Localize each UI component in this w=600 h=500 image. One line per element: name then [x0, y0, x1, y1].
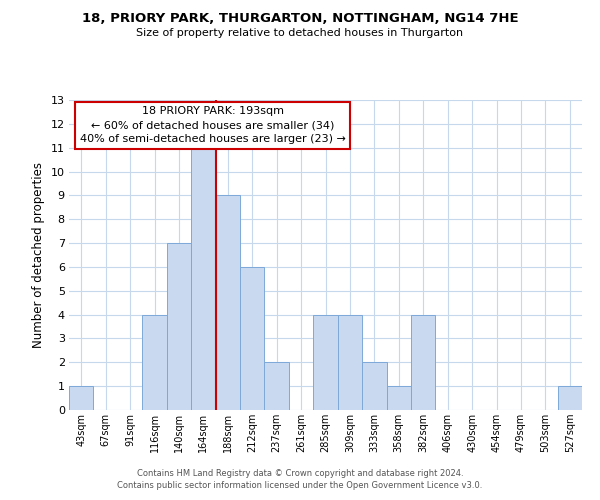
- Bar: [338, 314, 362, 410]
- Bar: [557, 386, 582, 410]
- Bar: [265, 362, 289, 410]
- Text: Contains public sector information licensed under the Open Government Licence v3: Contains public sector information licen…: [118, 481, 482, 490]
- Text: Size of property relative to detached houses in Thurgarton: Size of property relative to detached ho…: [136, 28, 464, 38]
- Bar: [191, 148, 215, 410]
- Text: 18, PRIORY PARK, THURGARTON, NOTTINGHAM, NG14 7HE: 18, PRIORY PARK, THURGARTON, NOTTINGHAM,…: [82, 12, 518, 26]
- Bar: [240, 267, 265, 410]
- Bar: [386, 386, 411, 410]
- Bar: [362, 362, 386, 410]
- Text: 18 PRIORY PARK: 193sqm
← 60% of detached houses are smaller (34)
40% of semi-det: 18 PRIORY PARK: 193sqm ← 60% of detached…: [80, 106, 346, 144]
- Text: Contains HM Land Registry data © Crown copyright and database right 2024.: Contains HM Land Registry data © Crown c…: [137, 468, 463, 477]
- Bar: [313, 314, 338, 410]
- Bar: [215, 196, 240, 410]
- Y-axis label: Number of detached properties: Number of detached properties: [32, 162, 45, 348]
- Bar: [69, 386, 94, 410]
- Bar: [142, 314, 167, 410]
- Bar: [167, 243, 191, 410]
- Bar: [411, 314, 436, 410]
